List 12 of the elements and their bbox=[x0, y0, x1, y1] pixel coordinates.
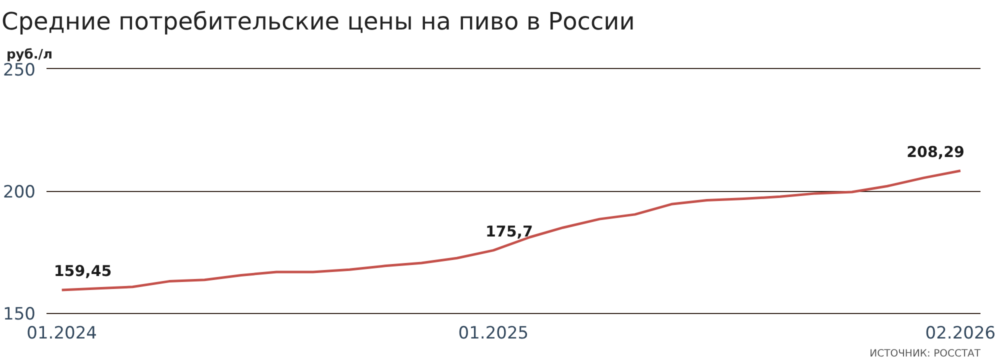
y-axis-title: руб./л bbox=[6, 48, 53, 62]
text: ИСТОЧНИК: РОССТАТ bbox=[870, 348, 982, 360]
data-label: 208,29 bbox=[906, 142, 964, 161]
x-tick-label: 02.2026 bbox=[925, 324, 996, 344]
data-label: 175,7 bbox=[485, 222, 533, 240]
chart-title: Средние потребительские цены на пиво в России bbox=[2, 8, 635, 36]
x-tick-label: 01.2025 bbox=[458, 324, 529, 344]
x-tick-label: 01.2024 bbox=[26, 324, 97, 344]
y-tick-label: 250 bbox=[3, 60, 36, 80]
y-tick-label: 150 bbox=[3, 304, 36, 325]
y-tick-label: 200 bbox=[3, 182, 36, 202]
data-label: 159,45 bbox=[54, 262, 112, 280]
